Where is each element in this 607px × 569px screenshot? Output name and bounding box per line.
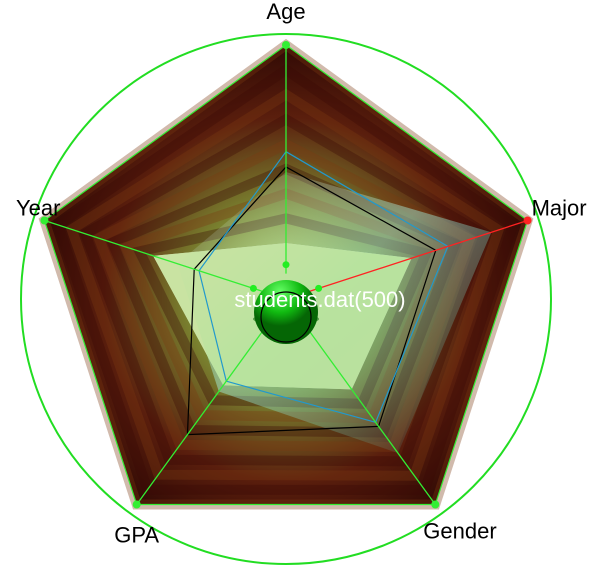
pentagon-edge	[43, 220, 138, 505]
band-shade-ring	[65, 88, 505, 481]
band-shade-ring	[79, 113, 491, 467]
series-line-blue	[198, 150, 449, 424]
axis-spoke-major	[309, 219, 528, 292]
axis-origin-age	[282, 261, 290, 269]
axis-label-major: Major	[532, 195, 587, 220]
axis-spoke-gender	[300, 319, 436, 505]
axis-endpoint-gpa	[132, 500, 141, 509]
axis-label-year: Year	[16, 195, 60, 220]
axis-origin-major	[315, 284, 323, 292]
band-shade-ring	[52, 63, 520, 496]
sphere-outline	[260, 291, 312, 343]
axis-endpoint-age	[282, 41, 290, 49]
axis-origin-year	[249, 284, 257, 292]
axis-spoke-gpa	[136, 319, 272, 505]
axis-spoke-year	[44, 219, 263, 292]
axis-endpoint-gender	[431, 500, 440, 509]
axis-endpoint-year	[40, 216, 49, 225]
pentagon-edge	[44, 44, 287, 221]
axis-label-age: Age	[266, 0, 305, 24]
center-label: students.dat(500)	[234, 287, 405, 312]
guide-circle	[20, 33, 552, 565]
center-sphere	[254, 280, 318, 344]
axis-label-gender: Gender	[423, 518, 496, 543]
axis-endpoint-major	[523, 216, 532, 225]
pentagon-edge	[434, 220, 529, 505]
series-line-black	[186, 166, 437, 436]
pentagon-edge	[285, 44, 528, 221]
axis-label-gpa: GPA	[114, 522, 159, 547]
